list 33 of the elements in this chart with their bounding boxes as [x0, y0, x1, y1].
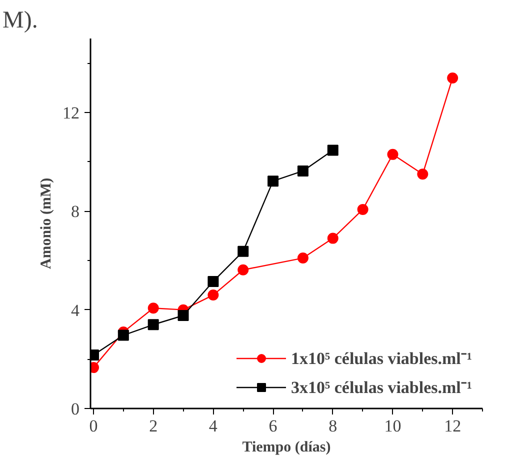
point — [118, 330, 129, 341]
point — [178, 310, 189, 322]
legend-label: 3x10⁵ células viables.ml⁻¹ — [291, 377, 472, 398]
legend-label: 1x10⁵ células viables.ml⁻¹ — [291, 348, 472, 369]
point — [387, 148, 398, 160]
x-tick-label: 8 — [328, 416, 338, 436]
x-tick-label: 6 — [268, 416, 278, 436]
point — [417, 168, 428, 180]
x-tick-label: 4 — [208, 416, 218, 436]
x-tick-label: 12 — [444, 416, 462, 436]
y-tick-label: 0 — [71, 400, 80, 418]
point — [238, 264, 249, 276]
y-tick-label: 4 — [71, 300, 80, 320]
point — [297, 165, 308, 176]
point — [208, 290, 219, 301]
point — [297, 252, 308, 264]
point — [447, 72, 458, 84]
point — [268, 176, 279, 187]
x-tick-label: 10 — [384, 416, 402, 436]
point — [357, 204, 368, 215]
y-tick-label: 12 — [62, 104, 80, 122]
point — [327, 144, 338, 156]
x-axis-title: Tiempo (días) — [242, 440, 331, 456]
text: M). — [2, 8, 38, 34]
y-tick-label: 8 — [71, 202, 80, 222]
point — [208, 276, 219, 287]
point — [327, 232, 338, 244]
x-tick-label: 2 — [149, 416, 158, 436]
y-axis-title: Amonio (mM) — [38, 178, 54, 270]
point — [238, 246, 249, 257]
point — [148, 302, 159, 314]
point — [148, 319, 159, 330]
x-tick-label: 0 — [89, 416, 98, 436]
